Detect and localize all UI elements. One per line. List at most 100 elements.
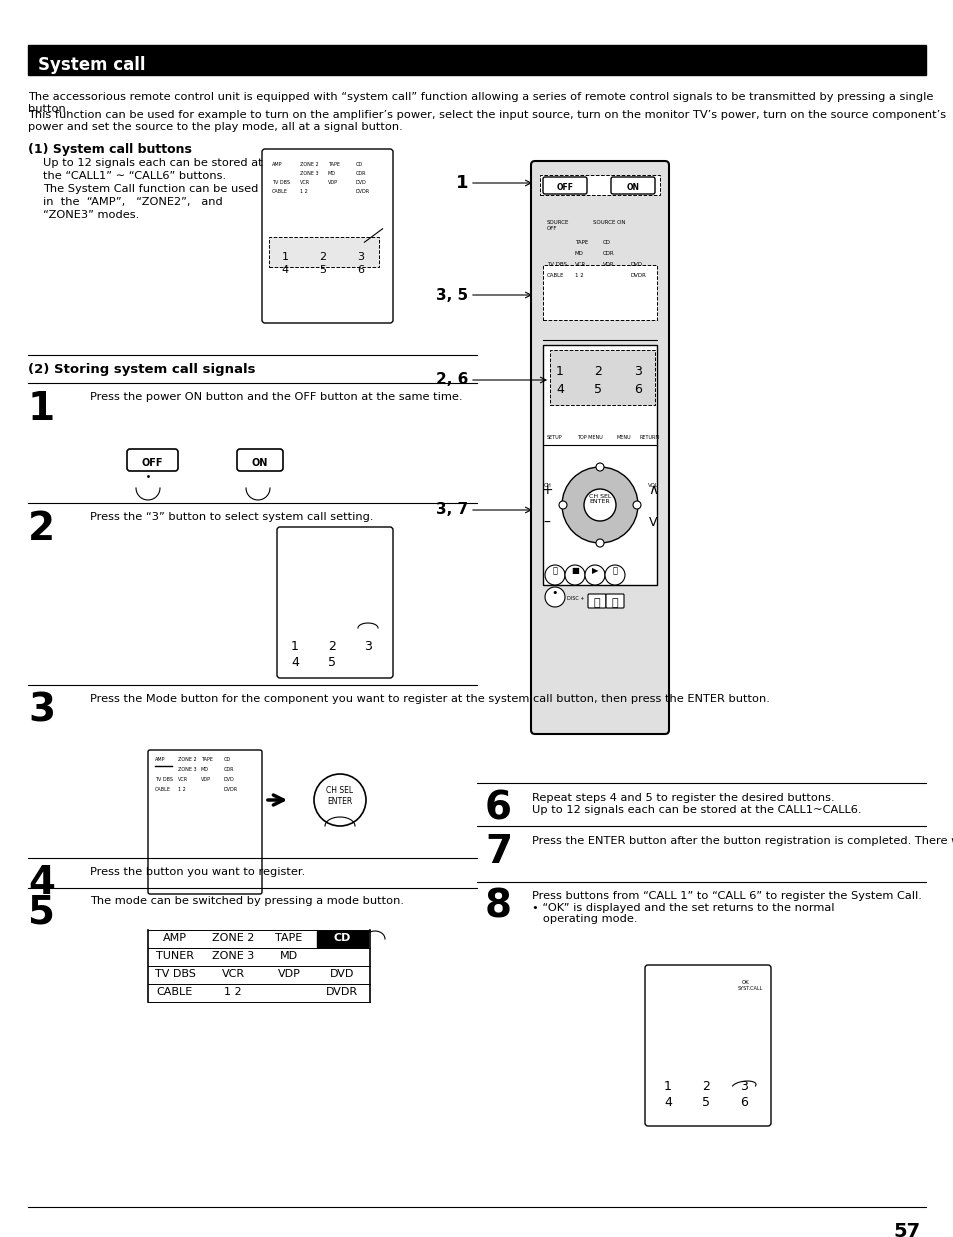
Text: ▶: ▶ bbox=[591, 567, 598, 575]
Text: 1: 1 bbox=[663, 1080, 671, 1094]
Text: ⏭: ⏭ bbox=[611, 597, 618, 609]
Text: VCR: VCR bbox=[575, 262, 586, 267]
Text: ■: ■ bbox=[571, 567, 578, 575]
Text: VCR: VCR bbox=[299, 181, 310, 186]
Circle shape bbox=[314, 774, 366, 826]
Circle shape bbox=[596, 463, 603, 471]
Text: Press buttons from “CALL 1” to “CALL 6” to register the System Call.
• “OK” is d: Press buttons from “CALL 1” to “CALL 6” … bbox=[532, 891, 921, 924]
Text: TV DBS: TV DBS bbox=[272, 181, 290, 186]
Bar bbox=[316, 931, 368, 948]
Text: 5: 5 bbox=[28, 894, 55, 931]
Text: CD: CD bbox=[224, 757, 231, 762]
Text: This function can be used for example to turn on the amplifier’s power, select t: This function can be used for example to… bbox=[28, 110, 945, 131]
Text: CD: CD bbox=[355, 162, 363, 167]
Text: CABLE: CABLE bbox=[272, 189, 288, 194]
Text: 2: 2 bbox=[28, 510, 55, 548]
Text: TAPE: TAPE bbox=[275, 933, 302, 943]
Text: TAPE: TAPE bbox=[328, 162, 339, 167]
Text: CABLE: CABLE bbox=[156, 987, 193, 997]
Bar bbox=[28, 45, 925, 75]
Text: MD: MD bbox=[328, 171, 335, 176]
Text: V: V bbox=[648, 517, 657, 529]
Text: MD: MD bbox=[279, 951, 297, 961]
Text: 1 2: 1 2 bbox=[178, 787, 186, 792]
Text: CH SEL
ENTER: CH SEL ENTER bbox=[588, 494, 611, 505]
Text: 6: 6 bbox=[484, 790, 512, 828]
Text: (2) Storing system call signals: (2) Storing system call signals bbox=[28, 362, 255, 376]
Text: 2: 2 bbox=[319, 252, 326, 262]
Text: 4: 4 bbox=[556, 383, 563, 396]
Text: The mode can be switched by pressing a mode button.: The mode can be switched by pressing a m… bbox=[90, 896, 403, 905]
Text: 4: 4 bbox=[28, 863, 55, 902]
Text: ZONE 3: ZONE 3 bbox=[212, 951, 253, 961]
Text: 2, 6: 2, 6 bbox=[436, 372, 468, 387]
Circle shape bbox=[584, 565, 604, 585]
Text: 3, 7: 3, 7 bbox=[436, 502, 468, 517]
Text: The System Call function can be used: The System Call function can be used bbox=[43, 184, 258, 194]
Text: DVD: DVD bbox=[630, 262, 642, 267]
Text: 2: 2 bbox=[701, 1080, 709, 1094]
Text: CABLE: CABLE bbox=[154, 787, 171, 792]
Text: 2: 2 bbox=[328, 640, 335, 653]
Text: TUNER: TUNER bbox=[156, 951, 193, 961]
Text: AMP: AMP bbox=[163, 933, 187, 943]
Text: VCR: VCR bbox=[178, 777, 188, 782]
Bar bbox=[269, 238, 378, 267]
FancyBboxPatch shape bbox=[542, 177, 586, 194]
Text: ∧: ∧ bbox=[647, 482, 658, 497]
Text: DVD: DVD bbox=[224, 777, 234, 782]
Circle shape bbox=[596, 539, 603, 547]
Text: OFF: OFF bbox=[556, 183, 573, 192]
Text: SYST.CALL: SYST.CALL bbox=[737, 986, 762, 991]
Circle shape bbox=[544, 565, 564, 585]
Text: CDR: CDR bbox=[602, 251, 614, 256]
Text: 1 2: 1 2 bbox=[575, 273, 583, 278]
FancyBboxPatch shape bbox=[236, 449, 283, 471]
Text: Up to 12 signals each can be stored at: Up to 12 signals each can be stored at bbox=[43, 158, 262, 168]
Text: 5: 5 bbox=[594, 383, 601, 396]
Circle shape bbox=[561, 468, 638, 543]
Text: AMP: AMP bbox=[154, 757, 165, 762]
Text: 1: 1 bbox=[556, 365, 563, 379]
Circle shape bbox=[583, 489, 616, 521]
Text: Press the ENTER button after the button registration is completed. There will be: Press the ENTER button after the button … bbox=[532, 836, 953, 846]
Text: 57: 57 bbox=[893, 1222, 920, 1237]
FancyBboxPatch shape bbox=[148, 750, 262, 894]
Text: 3: 3 bbox=[364, 640, 372, 653]
Text: Press the button you want to register.: Press the button you want to register. bbox=[90, 867, 305, 877]
Text: TAPE: TAPE bbox=[201, 757, 213, 762]
Text: DVDR: DVDR bbox=[630, 273, 646, 278]
Text: 1: 1 bbox=[455, 174, 468, 192]
Text: ⏮: ⏮ bbox=[593, 597, 599, 609]
Text: The accessorious remote control unit is equipped with “system call” function all: The accessorious remote control unit is … bbox=[28, 92, 932, 114]
Text: SOURCE
OFF: SOURCE OFF bbox=[546, 220, 569, 231]
Text: ZONE 2: ZONE 2 bbox=[299, 162, 318, 167]
Text: ZONE 2: ZONE 2 bbox=[212, 933, 253, 943]
Text: 1: 1 bbox=[281, 252, 288, 262]
Text: 5: 5 bbox=[328, 656, 335, 669]
Text: TOP MENU: TOP MENU bbox=[577, 435, 602, 440]
FancyBboxPatch shape bbox=[587, 594, 605, 609]
Text: DVDR: DVDR bbox=[326, 987, 357, 997]
Text: MENU: MENU bbox=[617, 435, 631, 440]
Text: 6: 6 bbox=[357, 265, 364, 275]
Text: ZONE 3: ZONE 3 bbox=[299, 171, 318, 176]
Text: System call: System call bbox=[38, 56, 146, 74]
Text: CDR: CDR bbox=[224, 767, 234, 772]
FancyBboxPatch shape bbox=[276, 527, 393, 678]
Text: TV DBS: TV DBS bbox=[154, 969, 195, 978]
Text: 8: 8 bbox=[484, 888, 512, 927]
Text: MD: MD bbox=[575, 251, 583, 256]
Text: ZONE 2: ZONE 2 bbox=[178, 757, 196, 762]
Text: 4: 4 bbox=[291, 656, 298, 669]
Text: VOL: VOL bbox=[647, 482, 658, 489]
Text: RETURN: RETURN bbox=[639, 435, 659, 440]
Text: ZONE 3: ZONE 3 bbox=[178, 767, 196, 772]
Text: 3: 3 bbox=[28, 691, 55, 730]
Text: CD: CD bbox=[333, 933, 351, 943]
Text: TV DBS: TV DBS bbox=[546, 262, 566, 267]
Circle shape bbox=[564, 565, 584, 585]
Bar bbox=[542, 265, 657, 320]
Text: TAPE: TAPE bbox=[575, 240, 588, 245]
Text: OK: OK bbox=[741, 980, 749, 985]
